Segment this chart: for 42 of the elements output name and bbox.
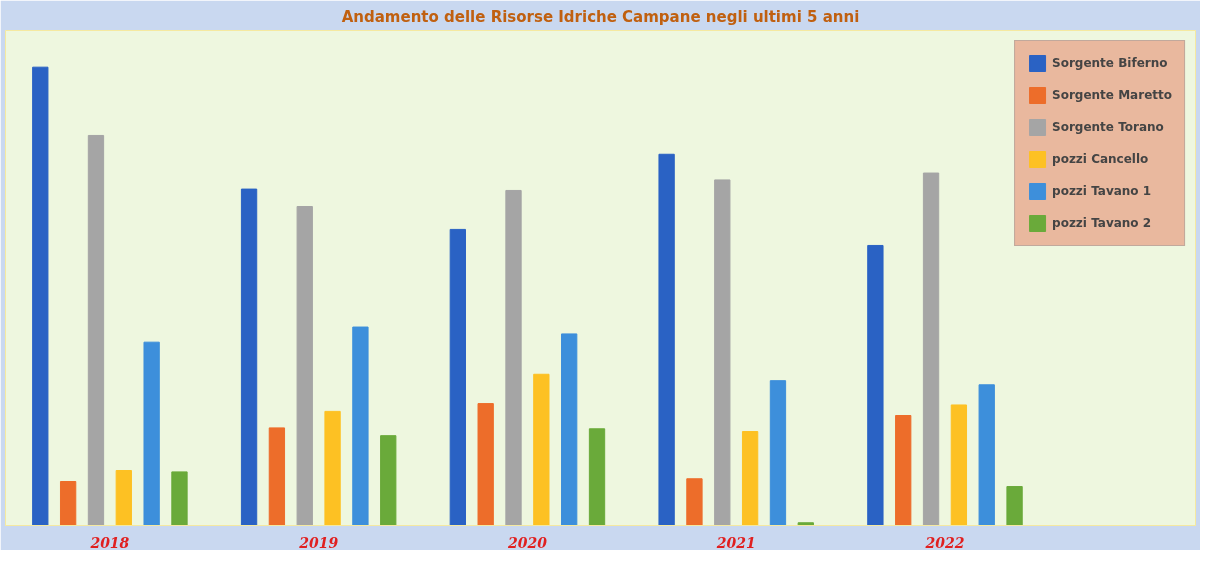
legend-label: pozzi Cancello [1052, 152, 1149, 166]
bar [769, 380, 787, 526]
x-tick-label: 2018 [89, 534, 130, 551]
bar [561, 333, 578, 526]
x-tick-label: 2019 [298, 534, 339, 551]
bar [171, 471, 188, 526]
bar [449, 228, 466, 526]
bar [477, 403, 494, 526]
bar [922, 172, 940, 526]
bar [32, 66, 49, 526]
bar [59, 481, 77, 526]
bar [352, 326, 369, 526]
x-tick-label: 2021 [715, 534, 756, 551]
bar [533, 373, 550, 526]
bar [797, 522, 814, 526]
legend-label: pozzi Tavano 1 [1052, 184, 1152, 198]
bar [268, 427, 286, 526]
x-tick-label: 2022 [924, 534, 965, 551]
bar [867, 244, 884, 526]
bar [714, 179, 731, 526]
bar [658, 153, 675, 526]
bar [380, 435, 397, 526]
bar [505, 189, 522, 526]
bar [741, 431, 759, 526]
legend-label: pozzi Tavano 2 [1052, 216, 1152, 230]
bar [588, 428, 606, 526]
bar [143, 341, 160, 526]
bar [895, 415, 912, 526]
bar [115, 470, 132, 526]
legend-label: Sorgente Maretto [1052, 88, 1172, 102]
x-tick-label: 2020 [506, 534, 548, 551]
bar [240, 188, 258, 526]
chart-title: Andamento delle Risorse Idriche Campane negli ultimi 5 anni [341, 7, 860, 26]
bar [686, 478, 703, 526]
bar [296, 206, 313, 526]
legend-label: Sorgente Torano [1052, 120, 1164, 134]
bar [1006, 486, 1023, 526]
bar [978, 384, 995, 526]
bar [950, 404, 968, 526]
bar [324, 410, 341, 526]
bar [87, 134, 105, 526]
legend-label: Sorgente Biferno [1052, 56, 1168, 70]
